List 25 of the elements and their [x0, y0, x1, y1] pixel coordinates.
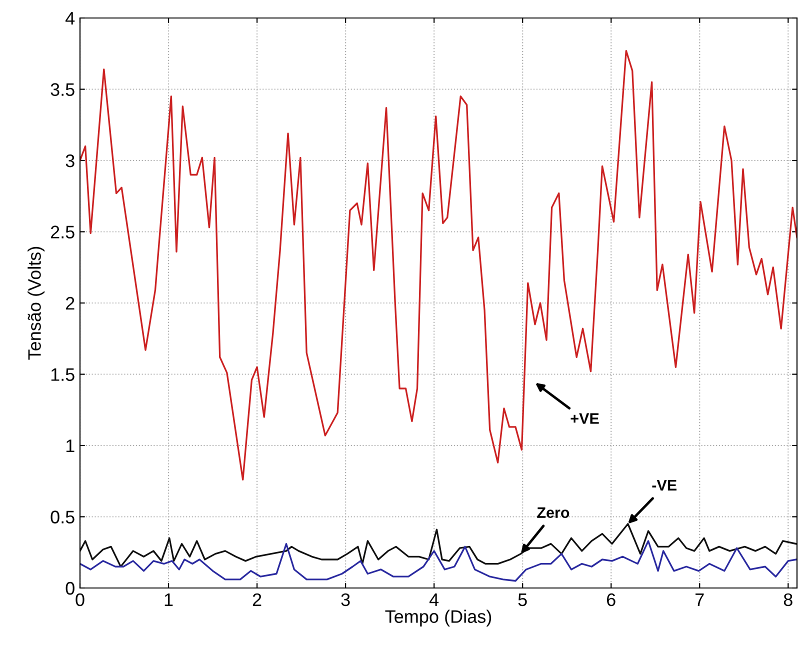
x-tick-label: 5: [518, 594, 527, 606]
x-tick-label: 8: [784, 593, 792, 606]
x-tick-label: 2: [252, 593, 262, 606]
annotation: -VE: [652, 480, 676, 490]
annotation: Zero: [537, 507, 570, 518]
y-tick-label: 3.5: [50, 83, 74, 96]
y-tick-label: 1.5: [51, 368, 74, 381]
x-tick-label: 0: [76, 593, 84, 606]
y-tick-label: 2.5: [50, 226, 74, 238]
line-series: [80, 50, 797, 481]
x-tick-label: 3: [341, 593, 350, 606]
x-axis-title: Tempo (Dias): [385, 610, 492, 627]
y-tick-label: 1: [66, 440, 74, 452]
y-tick-label: 0.5: [50, 510, 74, 524]
x-tick-label: 7: [696, 594, 704, 606]
y-tick-label: 2: [66, 296, 74, 310]
annotation: +VE: [570, 413, 599, 424]
y-tick-label: 3: [66, 154, 74, 168]
x-tick-label: 1: [164, 594, 173, 606]
line-series: [80, 540, 797, 582]
y-tick-label: 0: [66, 582, 74, 595]
y-axis-title: Tensão (Volts): [28, 246, 44, 360]
y-tick-label: 4: [66, 12, 75, 25]
x-tick-label: 6: [607, 593, 616, 606]
x-tick-label: 4: [429, 594, 439, 606]
